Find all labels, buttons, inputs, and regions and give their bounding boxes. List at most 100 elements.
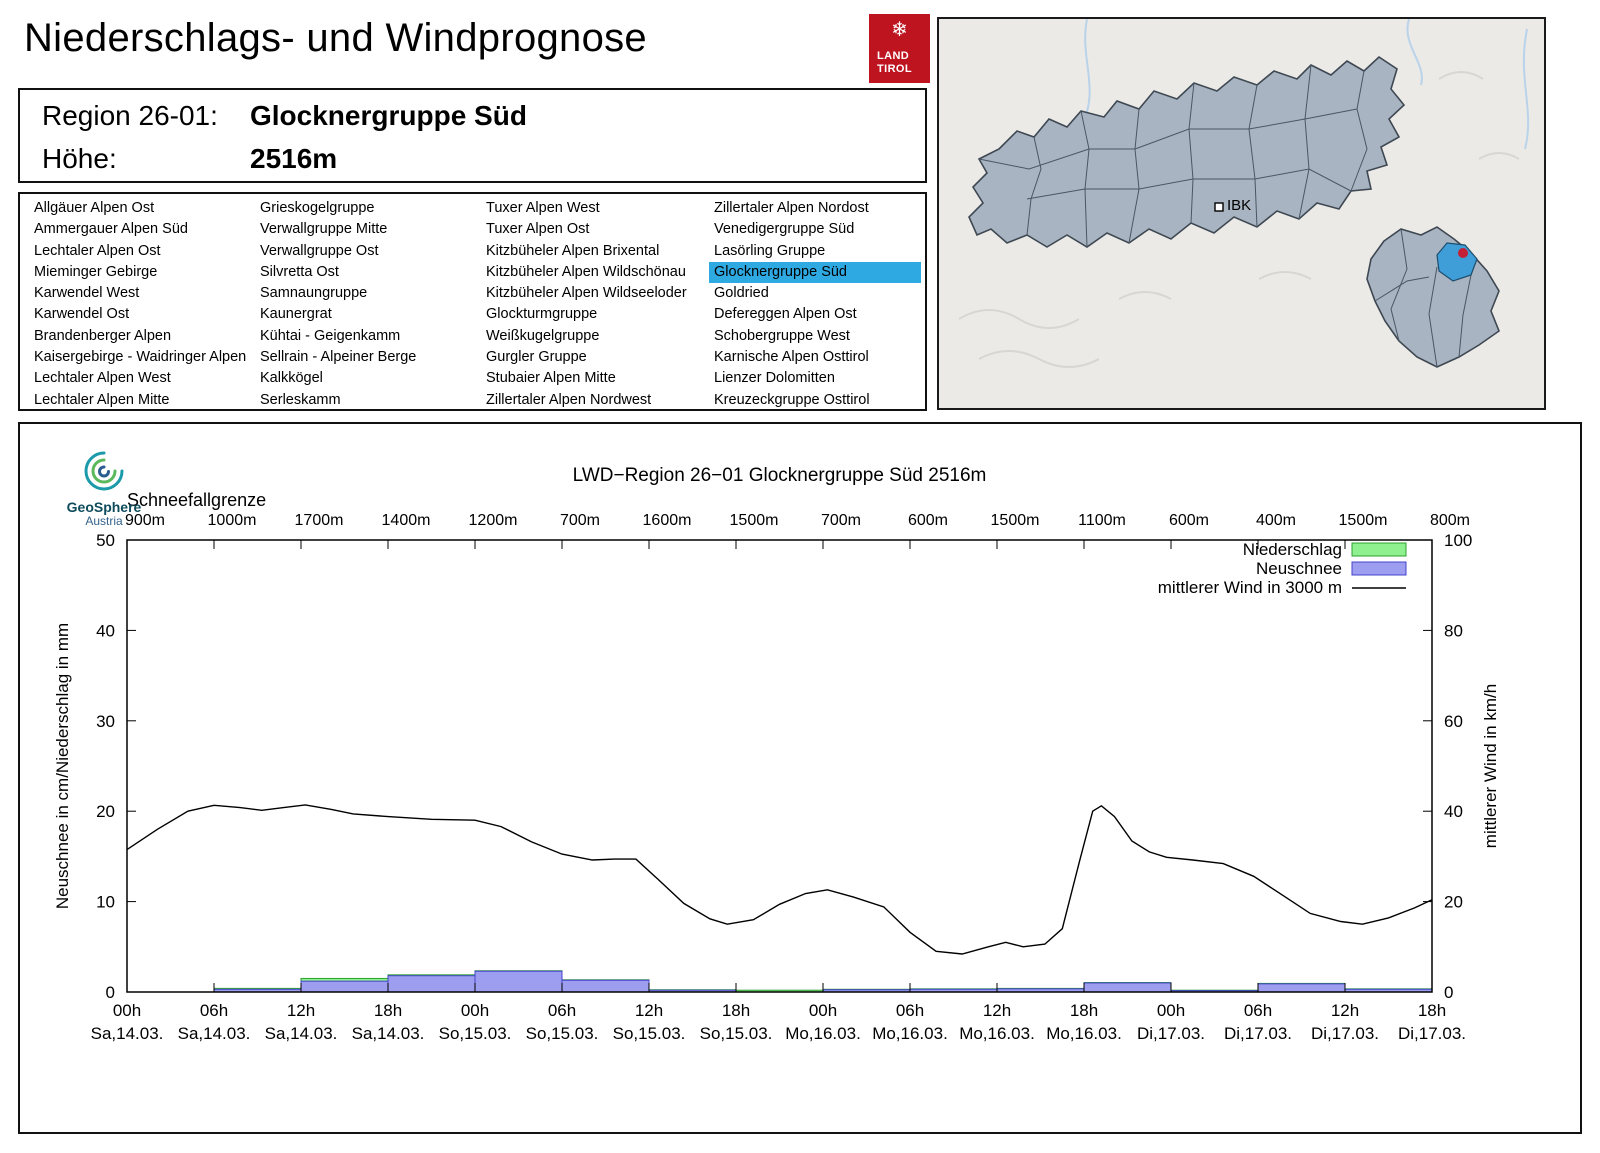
tirol-map: IBK (937, 17, 1546, 410)
region-list-column: Tuxer Alpen West Tuxer Alpen Ost Kitzbühel… (472, 198, 700, 409)
svg-text:700m: 700m (560, 512, 600, 529)
svg-text:10: 10 (96, 893, 115, 912)
region-list-item[interactable]: Tuxer Alpen West (486, 200, 600, 216)
region-list-item[interactable]: Venedigergruppe Süd (714, 221, 855, 238)
svg-text:06h: 06h (200, 1001, 228, 1020)
region-list-column: Allgäuer Alpen Ost Ammergauer Alpen Süd Le… (20, 198, 246, 409)
svg-text:12h: 12h (635, 1001, 663, 1020)
svg-text:20: 20 (1444, 893, 1463, 912)
region-list-item[interactable]: Kitzbüheler Alpen Wildschönau (486, 263, 686, 280)
region-list-item[interactable]: Kitzbüheler Alpen Brixental (486, 242, 660, 259)
geosphere-country: Austria (85, 514, 123, 529)
svg-text:1400m: 1400m (382, 512, 431, 529)
region-list-item[interactable]: Mieminger Gebirge (34, 263, 158, 280)
altitude-value: 2516m (250, 143, 338, 174)
svg-text:Sa,14.03.: Sa,14.03. (352, 1024, 425, 1043)
svg-text:Mo,16.03.: Mo,16.03. (785, 1024, 861, 1043)
svg-text:12h: 12h (287, 1001, 315, 1020)
region-list-item[interactable]: Karwendel West (34, 285, 140, 302)
plot-frame (126, 539, 1433, 993)
region-list-item[interactable]: Grieskogelgruppe (260, 200, 375, 216)
region-list-item[interactable]: Zillertaler Alpen Nordost (714, 200, 869, 216)
region-list-item[interactable]: Ammergauer Alpen Süd (34, 221, 188, 238)
snowflake-icon: ❄ (891, 19, 908, 41)
svg-text:Sa,14.03.: Sa,14.03. (265, 1024, 338, 1043)
region-list: Allgäuer Alpen Ost Ammergauer Alpen Süd Le… (18, 192, 927, 411)
snowline-label: Schneefallgrenze (127, 490, 266, 510)
region-list-item[interactable]: Kaisergebirge - Waidringer Alpen (34, 349, 247, 366)
region-list-item[interactable]: Defereggen Alpen Ost (714, 306, 857, 323)
region-list-item[interactable]: Stubaier Alpen Mitte (486, 370, 616, 387)
region-list-item[interactable]: Tuxer Alpen Ost (486, 221, 590, 238)
region-list-column: Zillertaler Alpen Nordost Venedigergruppe… (700, 198, 925, 409)
region-list-item[interactable]: Goldried (714, 285, 769, 302)
region-list-item[interactable]: Kaunergrat (260, 306, 332, 323)
svg-text:00h: 00h (113, 1001, 141, 1020)
svg-text:So,15.03.: So,15.03. (613, 1024, 686, 1043)
region-list-item[interactable]: Lienzer Dolomitten (714, 370, 835, 387)
region-list-item[interactable]: Brandenberger Alpen (34, 327, 172, 344)
svg-text:1500m: 1500m (730, 512, 779, 529)
region-list-item[interactable]: Lasörling Gruppe (714, 242, 826, 259)
chart-title: LWD−Region 26−01 Glocknergruppe Süd 2516… (573, 465, 987, 486)
svg-text:18h: 18h (1070, 1001, 1098, 1020)
svg-text:Di,17.03.: Di,17.03. (1224, 1024, 1292, 1043)
region-list-item[interactable]: Kühtai - Geigenkamm (260, 327, 401, 344)
region-list-item[interactable]: Kalkkögel (260, 370, 323, 387)
svg-text:So,15.03.: So,15.03. (526, 1024, 599, 1043)
region-list-item[interactable]: Schobergruppe West (714, 327, 850, 344)
region-list-column: Grieskogelgruppe Verwallgruppe Mitte Verwa… (246, 198, 472, 409)
region-label: Region 26-01: (42, 100, 218, 131)
y-axis-label-left: Neuschnee in cm/Niederschlag in mm (53, 623, 72, 909)
region-list-item[interactable]: Karwendel Ost (34, 306, 130, 323)
region-list-item[interactable]: Kreuzeckgruppe Osttirol (714, 391, 870, 408)
forecast-chart-svg: LWD−Region 26−01 Glocknergruppe Süd 2516… (53, 465, 1500, 1043)
x-axis-ticks: 00h Sa,14.03. 06h Sa,14.03. 12h Sa,14.03. 18h S… (91, 540, 1466, 1043)
svg-text:12h: 12h (983, 1001, 1011, 1020)
ibk-label: IBK (1227, 197, 1251, 214)
region-list-item-selected[interactable]: Glocknergruppe Süd (709, 261, 921, 284)
region-list-item[interactable]: Samnaungruppe (260, 285, 368, 302)
district-borders (978, 64, 1472, 368)
region-list-item[interactable]: Silvretta Ost (260, 263, 339, 280)
region-list-item[interactable]: Serleskamm (260, 391, 341, 408)
region-list-item[interactable]: Zillertaler Alpen Nordwest (486, 391, 652, 408)
svg-text:Sa,14.03.: Sa,14.03. (178, 1024, 251, 1043)
region-list-item[interactable]: Allgäuer Alpen Ost (34, 200, 155, 216)
geosphere-logo-icon (84, 451, 124, 491)
snowline-values: 900m 1000m 1700m 1400m 1200m 700m 1600m 1500m 70… (125, 512, 1470, 529)
svg-text:20: 20 (96, 802, 115, 821)
svg-text:Di,17.03.: Di,17.03. (1311, 1024, 1379, 1043)
region-list-item[interactable]: Lechtaler Alpen Mitte (34, 391, 170, 408)
svg-text:Sa,14.03.: Sa,14.03. (91, 1024, 164, 1043)
tirol-map-svg: IBK (939, 19, 1544, 408)
svg-text:1000m: 1000m (208, 512, 257, 529)
region-list-item[interactable]: Lechtaler Alpen Ost (34, 242, 161, 259)
svg-text:80: 80 (1444, 621, 1463, 640)
svg-text:06h: 06h (896, 1001, 924, 1020)
altitude-label: Höhe: (42, 143, 117, 174)
svg-text:18h: 18h (1418, 1001, 1446, 1020)
region-list-item[interactable]: Weißkugelgruppe (486, 327, 600, 344)
region-list-item[interactable]: Verwallgruppe Ost (260, 242, 379, 259)
svg-text:1500m: 1500m (1339, 512, 1388, 529)
region-list-item[interactable]: Kitzbüheler Alpen Wildseeloder (486, 285, 687, 302)
svg-text:0: 0 (1444, 983, 1453, 1002)
region-list-item[interactable]: Glockturmgruppe (486, 306, 598, 323)
region-list-item[interactable]: Karnische Alpen Osttirol (714, 349, 869, 366)
region-value: Glocknergruppe Süd (250, 100, 527, 131)
svg-text:400m: 400m (1256, 512, 1296, 529)
svg-text:Di,17.03.: Di,17.03. (1398, 1024, 1466, 1043)
svg-text:1100m: 1100m (1078, 512, 1126, 529)
region-list-item[interactable]: Verwallgruppe Mitte (260, 221, 388, 238)
terrain-shading (958, 71, 1520, 368)
y-axis-ticks: 0 10 20 30 40 50 0 20 40 60 80 100 (96, 531, 1472, 1002)
region-list-item[interactable]: Lechtaler Alpen West (34, 370, 171, 387)
svg-text:600m: 600m (1169, 512, 1209, 529)
land-tirol-logo: ❄ LAND TIROL (869, 14, 930, 83)
svg-text:Neuschnee: Neuschnee (1256, 559, 1342, 578)
svg-text:12h: 12h (1331, 1001, 1359, 1020)
region-list-item[interactable]: Gurgler Gruppe (486, 349, 587, 366)
region-list-item[interactable]: Sellrain - Alpeiner Berge (260, 349, 417, 366)
north-tirol-region[interactable] (968, 55, 1406, 248)
